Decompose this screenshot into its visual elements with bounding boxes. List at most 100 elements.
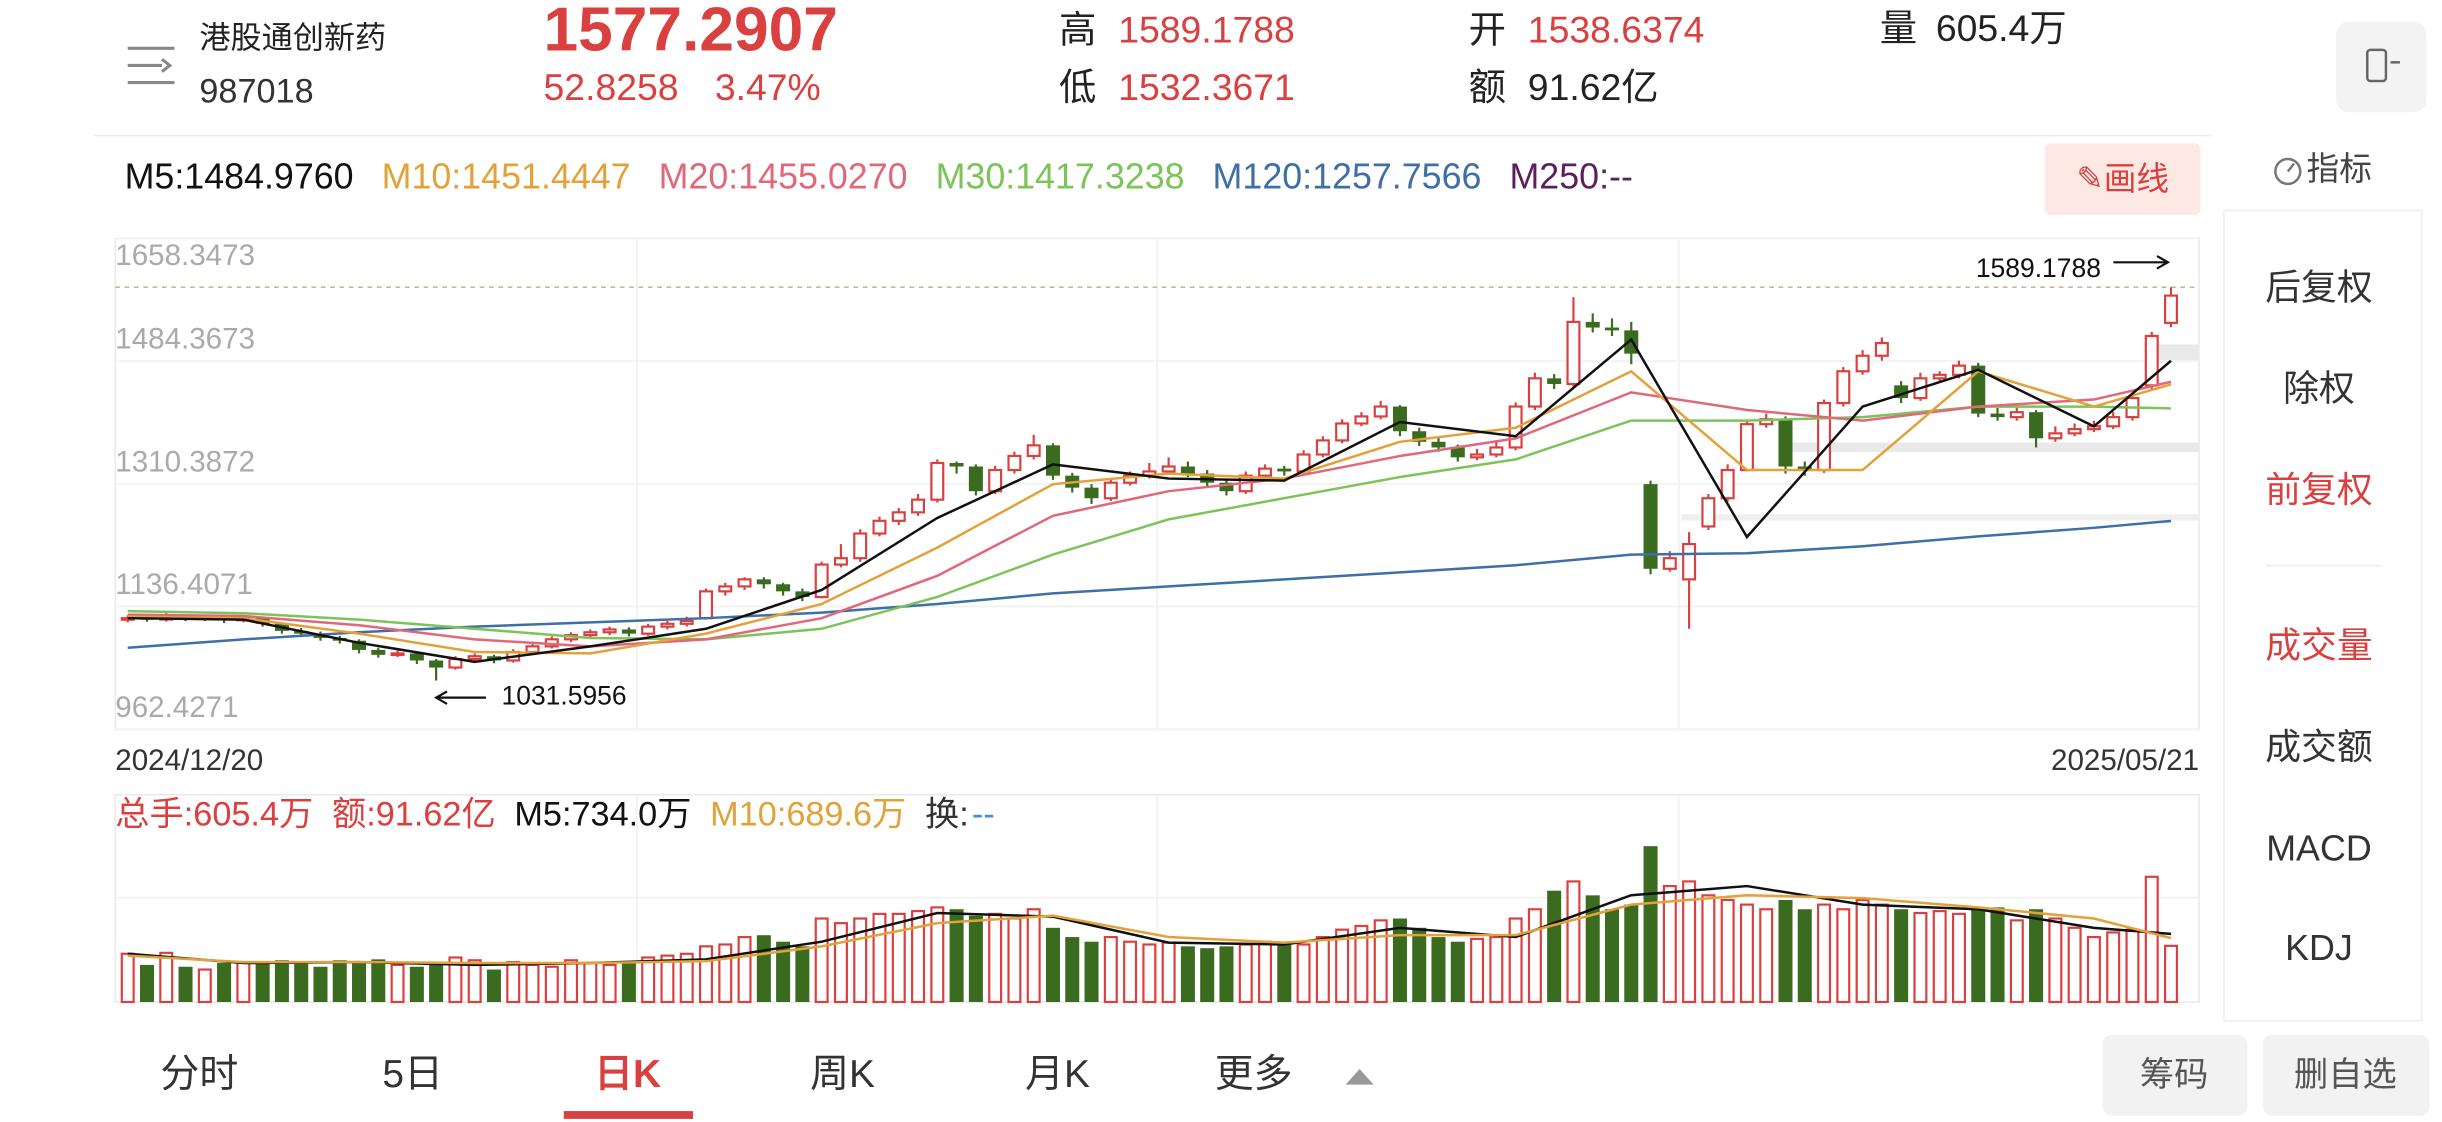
volume-bar xyxy=(2029,909,2044,1003)
volume-bar xyxy=(1951,912,1966,1004)
side-item[interactable]: KDJ xyxy=(2285,928,2353,968)
tab[interactable]: 更多 xyxy=(1215,1053,1293,1096)
more-arrow xyxy=(1345,1069,1374,1085)
volume-bar xyxy=(1701,894,1716,1004)
side-item[interactable]: 前复权 xyxy=(2265,470,2372,510)
volume-bar xyxy=(2125,928,2140,1004)
volume-bar xyxy=(217,963,232,1003)
volume-bar xyxy=(968,915,983,1003)
candle-body xyxy=(968,466,983,492)
candle-body xyxy=(2029,412,2044,439)
volume-bar xyxy=(486,969,501,1003)
volume-bar xyxy=(1759,908,1774,1004)
candle-body xyxy=(1701,497,1716,528)
menu-icon[interactable] xyxy=(127,46,175,85)
volume-bar xyxy=(544,965,559,1004)
volume-bar xyxy=(120,952,135,1004)
volume-bar xyxy=(506,961,521,1004)
candle-body xyxy=(1412,431,1427,442)
ma-line xyxy=(127,380,2172,648)
tab[interactable]: 日K xyxy=(594,1053,661,1096)
volume-bar xyxy=(776,941,791,1003)
volume-bar xyxy=(467,959,482,1004)
volume-legend: 额:91.62亿 xyxy=(332,796,496,834)
candle-body xyxy=(583,631,598,637)
low-annotation: 1031.5956 xyxy=(502,681,627,711)
side-item[interactable]: 成交额 xyxy=(2265,727,2372,767)
candle-body xyxy=(853,532,868,560)
candle-body xyxy=(1470,453,1485,459)
candle-body xyxy=(1778,419,1793,467)
candle-body xyxy=(429,660,444,668)
draw-button[interactable]: ✎画线 xyxy=(2044,143,2201,216)
side-item[interactable]: 后复权 xyxy=(2265,267,2372,307)
candle-body xyxy=(641,625,656,635)
volume-bar xyxy=(1855,898,1870,1004)
volume-legend: M5:734.0万 xyxy=(514,796,691,834)
high-annotation: 1589.1788 xyxy=(1976,253,2101,283)
ma-legend: M10:1451.4447 xyxy=(382,157,631,197)
tab[interactable]: 5日 xyxy=(382,1053,443,1096)
y-tick-label: 1658.3473 xyxy=(115,239,255,272)
volume-bar xyxy=(1142,943,1157,1004)
volume-bar xyxy=(1797,909,1812,1003)
candle-body xyxy=(872,519,887,535)
volume-bar xyxy=(2048,917,2063,1004)
gauge-icon xyxy=(2286,162,2296,173)
volume-bar xyxy=(1354,924,1369,1004)
x-start: 2024/12/20 xyxy=(115,744,263,777)
volume-bar xyxy=(583,961,598,1004)
volume-bar xyxy=(1084,941,1099,1003)
ma-legend: M120:1257.7566 xyxy=(1213,157,1482,197)
volume-bar xyxy=(294,962,309,1003)
tabs: 分时 5日 日K 周K 月K 更多 xyxy=(160,1053,1292,1096)
candle-body xyxy=(1315,439,1330,456)
volume-bar xyxy=(525,963,540,1004)
volume-bar xyxy=(1065,937,1080,1003)
volume-bar xyxy=(1913,911,1928,1004)
candle-body xyxy=(2009,411,2024,419)
volume-bar xyxy=(2009,919,2024,1004)
chips-button[interactable]: 筹码 xyxy=(2102,1034,2248,1116)
volume-bar xyxy=(949,909,964,1003)
volume-bar xyxy=(718,943,733,1004)
volume-bar xyxy=(1508,917,1523,1004)
candle-body xyxy=(1874,341,1889,357)
volume-bar xyxy=(313,966,328,1003)
button-label: ✎画线 xyxy=(2076,159,2169,196)
candle-body xyxy=(679,619,694,625)
candle-body xyxy=(1566,320,1581,386)
high: 1589.1788 xyxy=(1118,9,1295,51)
side-item[interactable]: 成交量 xyxy=(2265,626,2372,666)
landscape-button[interactable] xyxy=(2336,21,2427,113)
candle-body xyxy=(660,622,675,628)
candle-body xyxy=(1335,422,1350,442)
indicator-button[interactable]: 指标 xyxy=(2274,150,2372,187)
tab[interactable]: 月K xyxy=(1025,1053,1090,1096)
volume-bar xyxy=(814,917,829,1004)
volume-bar xyxy=(1527,908,1542,1004)
volume-bar xyxy=(1778,899,1793,1003)
candle-body xyxy=(1354,415,1369,425)
tab[interactable]: 分时 xyxy=(160,1053,238,1096)
side-item[interactable]: MACD xyxy=(2266,828,2371,868)
button-text: 画线 xyxy=(2104,159,2169,196)
volume-bar xyxy=(1123,940,1138,1004)
side-item[interactable]: 除权 xyxy=(2283,369,2355,409)
volume-bar xyxy=(1412,927,1427,1003)
candle-body xyxy=(525,645,540,654)
candle-body xyxy=(1797,466,1812,471)
ma-legend: M30:1417.3238 xyxy=(936,157,1185,197)
candle-body xyxy=(1604,327,1620,331)
ma-line xyxy=(127,369,2172,655)
volume-bar xyxy=(2106,931,2121,1004)
candle-body xyxy=(409,653,424,661)
tab[interactable]: 周K xyxy=(810,1053,875,1096)
remove-button[interactable]: 删自选 xyxy=(2262,1034,2430,1116)
price: 1577.2907 xyxy=(544,0,838,65)
low-label: 低 xyxy=(1059,66,1096,108)
candle-body xyxy=(1527,377,1542,408)
volume-bar xyxy=(1836,908,1851,1004)
volume-bar xyxy=(1200,948,1215,1003)
